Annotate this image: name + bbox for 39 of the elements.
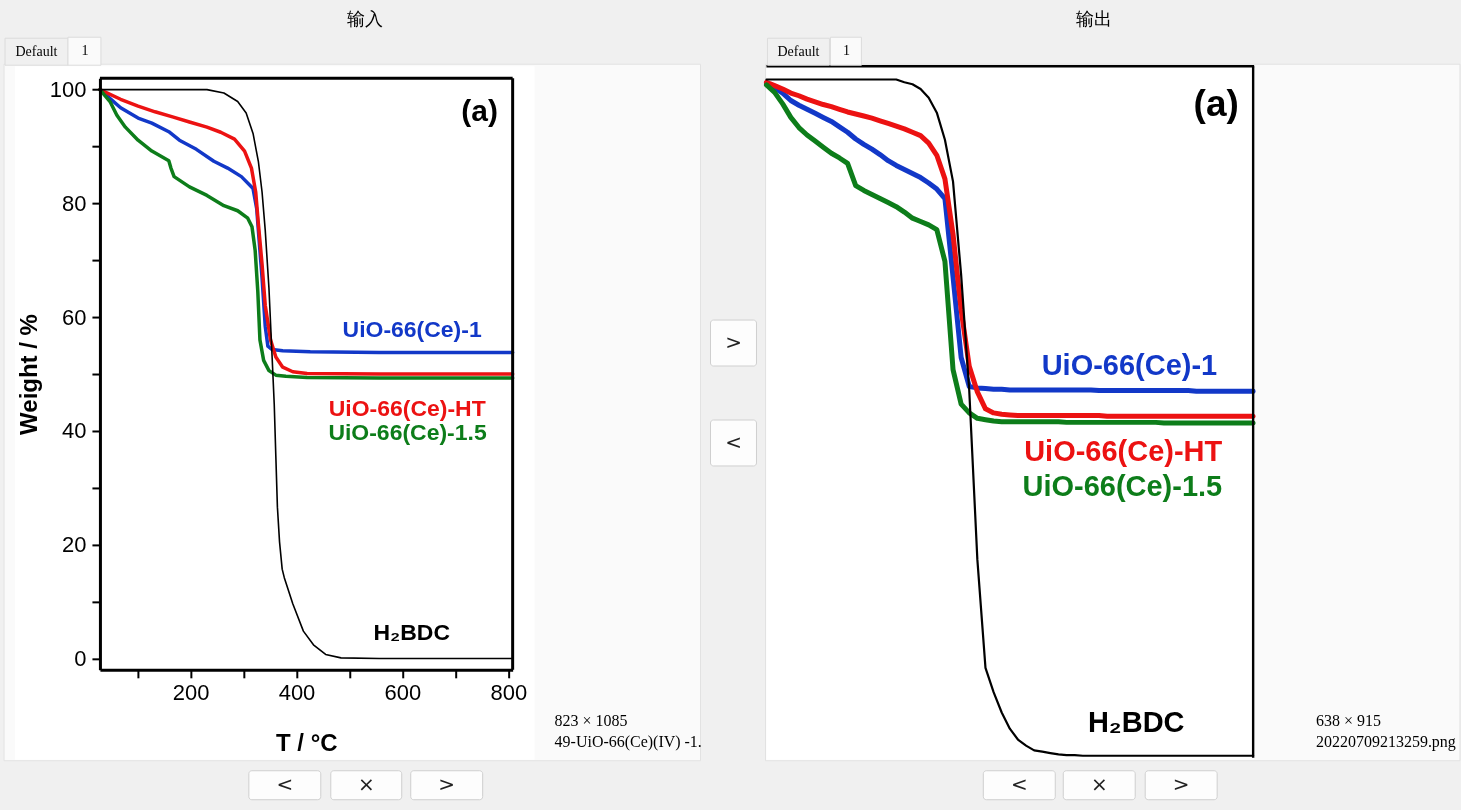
- y-tick-label: 100: [49, 77, 87, 103]
- series-label: UiO-66(Ce)-1: [342, 316, 482, 343]
- annotation: (a): [1193, 83, 1239, 125]
- x-axis-title: T / °C: [276, 729, 338, 757]
- series-label: H₂BDC: [373, 618, 450, 645]
- text: 1: [81, 43, 89, 59]
- text: 823 × 1085: [554, 711, 628, 729]
- x-tick-label: 400: [278, 680, 316, 706]
- x-tick-label: 800: [490, 680, 528, 706]
- annotation: (a): [461, 94, 498, 128]
- series-label: UiO-66(Ce)-HT: [1024, 434, 1223, 467]
- text: Default: [15, 44, 58, 60]
- text: 1: [842, 43, 850, 59]
- series-label: UiO-66(Ce)-1: [1041, 349, 1218, 382]
- series-label: UiO-66(Ce)-1.5: [1022, 469, 1223, 502]
- x-tick-label: 600: [384, 680, 422, 706]
- y-tick-label: 40: [62, 418, 87, 444]
- text: ×: [1090, 772, 1108, 797]
- y-tick-label: 20: [62, 532, 87, 558]
- text: >: [1172, 772, 1190, 797]
- series-label: H₂BDC: [1087, 705, 1185, 738]
- text: 638 × 915: [1316, 711, 1382, 729]
- y-tick-label: 60: [62, 304, 87, 330]
- text: ×: [357, 772, 375, 797]
- x-tick-label: 200: [172, 680, 210, 706]
- text: <: [725, 429, 742, 454]
- text: 49-UiO-66(Ce)(IV) -1.: [554, 732, 702, 751]
- text: <: [1010, 772, 1028, 797]
- y-axis-title: Weight / %: [14, 314, 42, 435]
- y-tick-label: 80: [62, 190, 87, 216]
- series-label: UiO-66(Ce)-HT: [328, 394, 486, 421]
- text: >: [438, 772, 456, 797]
- text: <: [276, 772, 294, 797]
- chart-title: 输出: [1076, 8, 1113, 30]
- text: >: [725, 330, 742, 355]
- text: 20220709213259.png: [1316, 732, 1456, 751]
- text: Default: [777, 44, 820, 60]
- chart-title: 输入: [346, 8, 383, 30]
- y-tick-label: 0: [74, 645, 87, 671]
